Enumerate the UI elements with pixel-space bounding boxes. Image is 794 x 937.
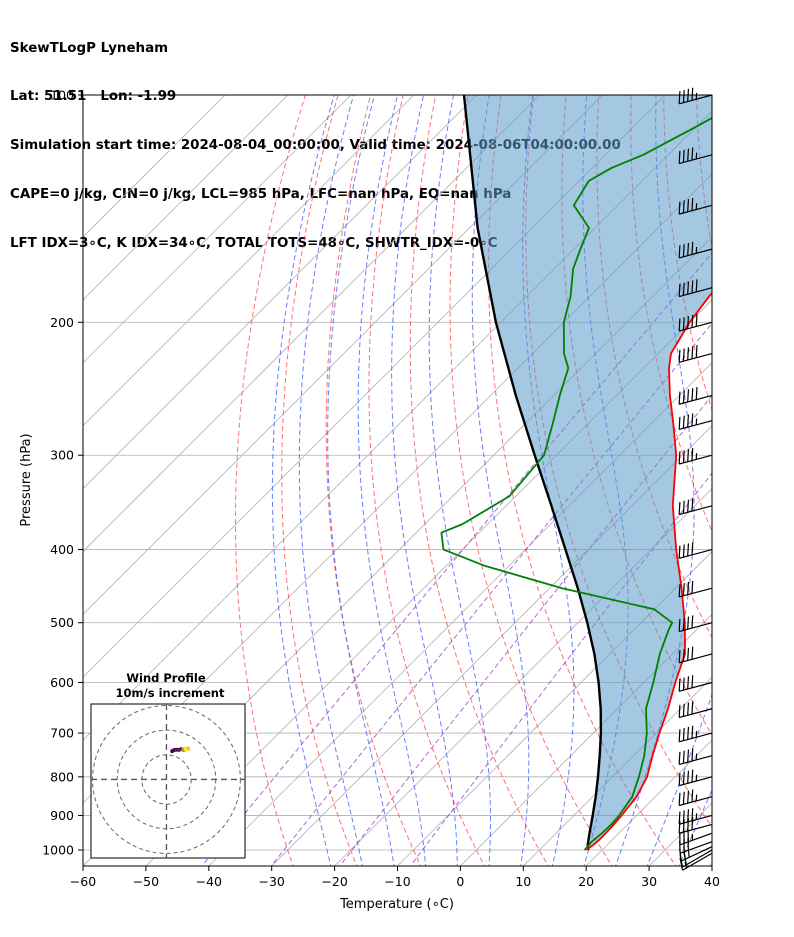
wind-barb bbox=[678, 701, 713, 719]
moist-adiabat bbox=[709, 861, 712, 866]
dry-adiabat bbox=[235, 95, 306, 866]
moist-adiabat bbox=[357, 95, 427, 866]
wind-barb bbox=[678, 725, 713, 743]
moist-adiabat bbox=[522, 95, 575, 866]
x-axis-ticks: −60 −50 −40 −30 −20 −10 0 10 20 30 40 bbox=[70, 866, 720, 889]
isotherm-line bbox=[397, 550, 712, 866]
moist-adiabat bbox=[678, 788, 712, 866]
wind-barb bbox=[678, 769, 713, 787]
hodograph-subtitle: 10m/s increment bbox=[116, 686, 225, 700]
dry-adiabat bbox=[488, 95, 677, 866]
y-tick-label: 700 bbox=[50, 726, 74, 741]
mixing-ratio-line bbox=[409, 472, 712, 866]
isotherm-line bbox=[460, 613, 712, 866]
dry-adiabat bbox=[325, 95, 422, 866]
dry-adiabat bbox=[449, 95, 613, 866]
title-line-location: Lat: 51.51 Lon: -1.99 bbox=[10, 89, 177, 105]
profile-lines bbox=[440, 95, 712, 851]
y-tick-label: 500 bbox=[50, 615, 74, 630]
y-axis-ticks: 100 200 300 400 500 600 700 800 900 1000 bbox=[42, 88, 83, 858]
wind-barb bbox=[678, 580, 713, 598]
x-tick-label: 30 bbox=[641, 874, 657, 889]
x-tick-label: −30 bbox=[259, 874, 285, 889]
isotherm-line bbox=[83, 95, 352, 364]
y-tick-label: 900 bbox=[50, 808, 74, 823]
wind-barb bbox=[678, 147, 713, 165]
parcel-path bbox=[462, 95, 603, 851]
isotherm-line bbox=[83, 95, 414, 427]
wind-barb bbox=[678, 198, 713, 215]
hodograph-point bbox=[183, 747, 188, 752]
wind-barb bbox=[678, 313, 713, 332]
wind-barbs bbox=[678, 87, 713, 871]
dry-adiabat bbox=[409, 95, 549, 866]
wind-barb bbox=[678, 646, 713, 664]
wind-barb bbox=[678, 279, 713, 298]
x-tick-label: −10 bbox=[384, 874, 410, 889]
isotherm-line bbox=[334, 488, 712, 866]
y-tick-label: 1000 bbox=[42, 843, 74, 858]
isotherm-line bbox=[145, 299, 712, 866]
wind-barb bbox=[678, 241, 713, 259]
moist-adiabat bbox=[327, 95, 395, 866]
x-tick-label: 10 bbox=[515, 874, 531, 889]
y-tick-label: 400 bbox=[50, 542, 74, 557]
hodograph-frame bbox=[90, 703, 246, 859]
title-line-station: SkewTLogP Lyneham bbox=[10, 40, 169, 56]
moist-adiabat bbox=[298, 95, 363, 866]
moist-adiabat bbox=[428, 95, 491, 866]
y-tick-label: 800 bbox=[50, 769, 74, 784]
isotherm-line bbox=[83, 95, 289, 301]
wind-barb bbox=[678, 615, 713, 633]
isotherm-line bbox=[83, 95, 603, 615]
y-tick-label: 300 bbox=[50, 448, 74, 463]
mixing-ratio-line bbox=[201, 252, 712, 866]
x-tick-label: −60 bbox=[70, 874, 96, 889]
mixing-ratio-line bbox=[339, 394, 712, 866]
wind-barb bbox=[678, 498, 713, 516]
y-axis-label: Pressure (hPa) bbox=[19, 433, 34, 526]
wind-barb bbox=[678, 748, 713, 766]
dewpoint-line bbox=[440, 116, 712, 851]
x-axis-label: Temperature (∘C) bbox=[339, 897, 454, 912]
isotherm-line bbox=[83, 95, 477, 490]
isotherm-line bbox=[83, 95, 540, 553]
instability-fill bbox=[464, 95, 712, 850]
dry-adiabat bbox=[663, 95, 712, 412]
hodograph-title: Wind Profile bbox=[126, 671, 206, 685]
x-tick-label: 20 bbox=[578, 874, 594, 889]
isotherm-line bbox=[711, 865, 712, 866]
y-tick-label: 100 bbox=[50, 88, 74, 103]
dry-adiabat bbox=[760, 78, 794, 869]
isotherm-line bbox=[83, 95, 226, 238]
cin-cape-area bbox=[464, 95, 712, 850]
hodograph-plot bbox=[91, 704, 245, 858]
wind-barb bbox=[678, 413, 713, 431]
dry-adiabat bbox=[281, 95, 358, 866]
wind-barb bbox=[678, 387, 713, 405]
wind-barb bbox=[678, 789, 713, 807]
y-tick-label: 600 bbox=[50, 675, 74, 690]
wind-barb bbox=[678, 345, 713, 363]
moist-adiabat bbox=[646, 692, 712, 866]
moist-adiabat bbox=[391, 95, 458, 866]
hodograph-inset: Wind Profile 10m/s increment bbox=[90, 671, 246, 859]
dry-adiabat bbox=[728, 78, 794, 869]
temperature-line bbox=[585, 291, 712, 851]
x-tick-label: −40 bbox=[196, 874, 222, 889]
wind-barb bbox=[678, 675, 713, 692]
x-tick-label: −20 bbox=[321, 874, 347, 889]
x-tick-label: 0 bbox=[456, 874, 464, 889]
wind-barb bbox=[678, 87, 713, 105]
moist-adiabat bbox=[271, 95, 335, 866]
wind-barb bbox=[678, 808, 713, 825]
x-tick-label: 40 bbox=[704, 874, 720, 889]
wind-barb bbox=[678, 447, 713, 465]
dry-adiabat bbox=[368, 95, 486, 866]
wind-barb bbox=[678, 542, 713, 559]
y-tick-label: 200 bbox=[50, 315, 74, 330]
x-tick-label: −50 bbox=[133, 874, 159, 889]
